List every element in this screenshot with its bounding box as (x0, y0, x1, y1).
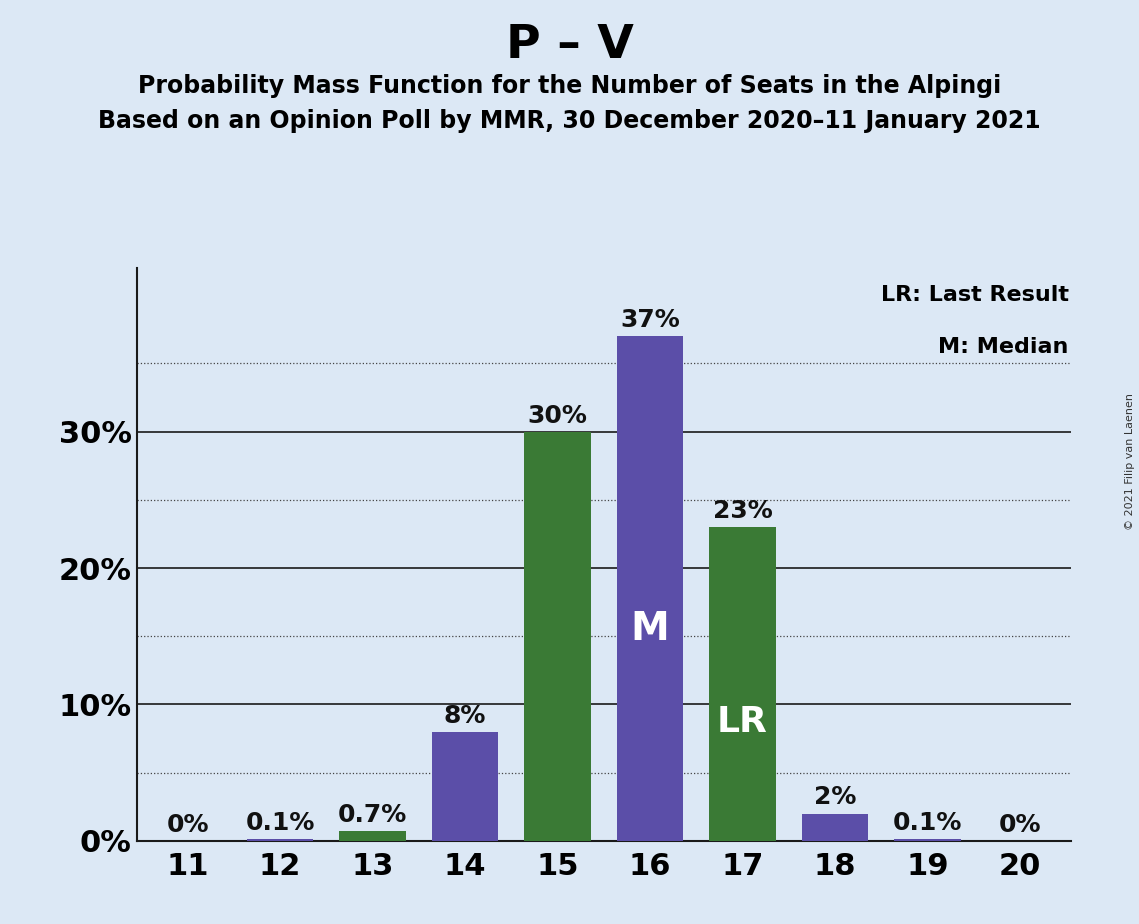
Text: Based on an Opinion Poll by MMR, 30 December 2020–11 January 2021: Based on an Opinion Poll by MMR, 30 Dece… (98, 109, 1041, 133)
Text: Probability Mass Function for the Number of Seats in the Alpingi: Probability Mass Function for the Number… (138, 74, 1001, 98)
Text: 0%: 0% (166, 813, 208, 837)
Text: © 2021 Filip van Laenen: © 2021 Filip van Laenen (1125, 394, 1134, 530)
Bar (432, 732, 498, 841)
Bar (524, 432, 591, 841)
Text: 0.1%: 0.1% (893, 811, 962, 835)
Text: 37%: 37% (620, 308, 680, 332)
Text: M: Median: M: Median (939, 336, 1068, 357)
Text: 2%: 2% (813, 785, 857, 809)
Text: 8%: 8% (444, 704, 486, 727)
Text: M: M (631, 610, 670, 648)
Text: 23%: 23% (713, 499, 772, 523)
Text: 0.7%: 0.7% (338, 803, 407, 827)
Bar (710, 527, 776, 841)
Bar (339, 832, 405, 841)
Bar (616, 336, 683, 841)
Text: 0%: 0% (999, 813, 1041, 837)
Text: LR: Last Result: LR: Last Result (880, 286, 1068, 305)
Bar (802, 813, 868, 841)
Text: P – V: P – V (506, 23, 633, 68)
Bar (894, 840, 960, 841)
Bar (247, 840, 313, 841)
Text: 0.1%: 0.1% (245, 811, 314, 835)
Text: 30%: 30% (527, 404, 588, 428)
Text: LR: LR (716, 705, 768, 738)
